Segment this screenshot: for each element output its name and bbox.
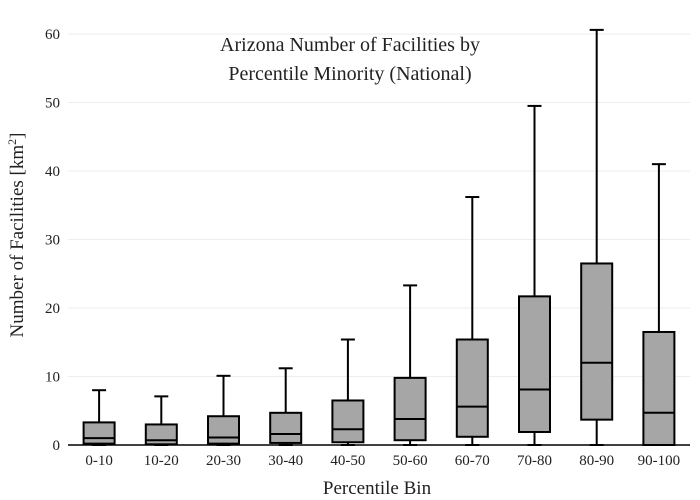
box-90-100 xyxy=(642,163,676,447)
box-10-20 xyxy=(144,395,178,446)
box-80-90 xyxy=(580,28,614,446)
x-axis-ticks: 0-10 10-20 20-30 30-40 40-50 50-60 60-70 70-80 8… xyxy=(85,453,680,469)
y-tick-label: 30 xyxy=(45,233,60,249)
y-tick-label: 40 xyxy=(45,164,60,180)
box-iqr xyxy=(642,330,676,447)
y-tick-label: 0 xyxy=(53,438,61,454)
x-axis-title: Percentile Bin xyxy=(323,478,432,499)
box-70-80 xyxy=(518,104,551,446)
x-tick-label: 10-20 xyxy=(144,453,179,469)
box-iqr xyxy=(518,295,551,433)
y-axis-title-main: Number of Facilities [km xyxy=(7,145,28,338)
box-iqr xyxy=(393,376,427,442)
x-tick-label: 40-50 xyxy=(330,453,365,469)
x-tick-label: 0-10 xyxy=(85,453,113,469)
y-axis-title-close: ] xyxy=(7,133,28,139)
y-tick-label: 20 xyxy=(45,301,60,317)
x-tick-label: 60-70 xyxy=(455,453,490,469)
x-tick-label: 70-80 xyxy=(517,453,552,469)
box-0-10 xyxy=(82,389,116,446)
x-tick-label: 20-30 xyxy=(206,453,241,469)
x-tick-label: 80-90 xyxy=(579,453,614,469)
box-iqr xyxy=(207,415,240,445)
box-iqr xyxy=(580,262,614,421)
chart-title-line-2: Percentile Minority (National) xyxy=(228,63,471,85)
x-tick-label: 90-100 xyxy=(638,453,681,469)
box-iqr xyxy=(82,421,116,445)
box-30-40 xyxy=(269,367,303,446)
box-50-60 xyxy=(393,284,427,446)
y-axis-title-superscript: 2 xyxy=(5,139,19,145)
y-tick-label: 60 xyxy=(45,27,60,43)
box-40-50 xyxy=(331,338,365,446)
box-iqr xyxy=(455,338,489,438)
box-iqr xyxy=(269,411,303,444)
y-tick-label: 50 xyxy=(45,96,60,112)
x-tick-label: 30-40 xyxy=(268,453,303,469)
x-tick-label: 50-60 xyxy=(393,453,428,469)
boxes-group xyxy=(82,28,676,447)
box-iqr xyxy=(144,423,178,446)
y-axis-ticks: 0 10 20 30 40 50 60 xyxy=(45,27,60,454)
box-iqr xyxy=(331,399,365,444)
box-60-70 xyxy=(455,196,489,446)
box-20-30 xyxy=(207,374,240,446)
y-tick-label: 10 xyxy=(45,370,60,386)
y-axis-title: Number of Facilities [km2] xyxy=(5,133,28,338)
chart-title-line-1: Arizona Number of Facilities by xyxy=(220,34,480,56)
